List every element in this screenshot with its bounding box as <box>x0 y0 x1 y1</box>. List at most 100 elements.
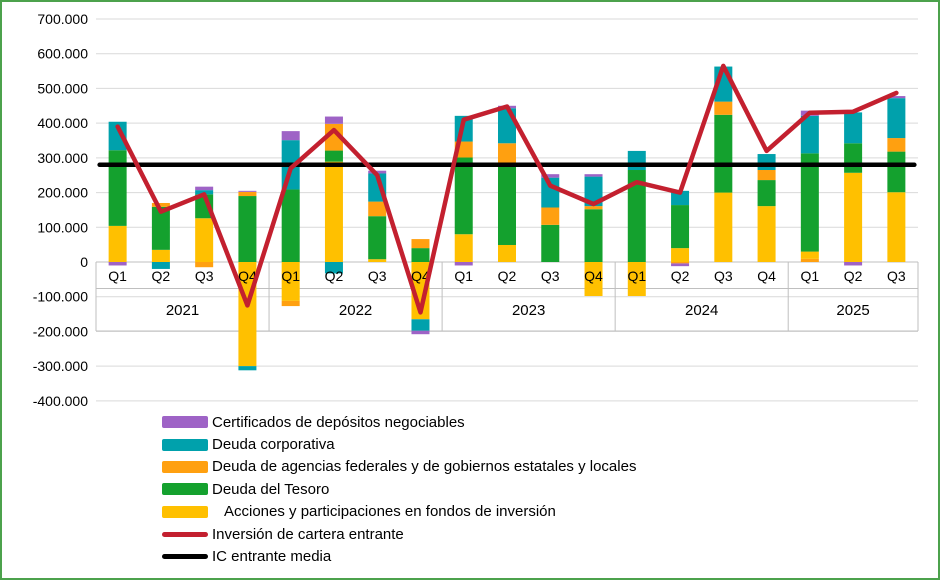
bar-segment-ac <box>324 161 343 262</box>
bar-segment-da <box>671 262 690 264</box>
bar-segment-dt <box>108 150 127 226</box>
bar-segment-ac <box>757 206 776 262</box>
bar-segment-dc <box>671 190 690 206</box>
x-axis-quarter-label: Q2 <box>671 268 690 284</box>
legend-item-dc: Deuda corporativa <box>162 433 636 455</box>
bar-segment-da <box>800 258 819 262</box>
bar-segment-ac <box>454 234 473 262</box>
bar-segment-da <box>887 138 906 152</box>
bar-segment-ac <box>844 172 863 262</box>
x-axis-quarter-label: Q3 <box>541 268 560 284</box>
bar-segment-ac <box>281 262 300 301</box>
legend-swatch-mean <box>162 554 208 560</box>
y-axis-tick-label: 300.000 <box>37 150 88 166</box>
bar-segment-dc <box>757 154 776 171</box>
x-axis-quarter-label: Q4 <box>411 268 430 284</box>
legend-label-ac: Acciones y participaciones en fondos de … <box>224 503 556 521</box>
y-axis-tick-label: -400.000 <box>33 393 88 409</box>
bar-segment-da <box>541 207 560 225</box>
bar-segment-dc <box>584 176 603 207</box>
bar-segment-ac <box>195 218 214 262</box>
legend-item-ac: Acciones y participaciones en fondos de … <box>162 501 636 523</box>
bar-segment-cd <box>411 330 430 335</box>
y-axis-tick-label: 500.000 <box>37 80 88 96</box>
bar-segment-cd <box>281 131 300 141</box>
x-axis-quarter-label: Q4 <box>584 268 603 284</box>
bar-segment-dt <box>714 114 733 193</box>
bar-segment-dt <box>541 224 560 262</box>
bar-segment-dc <box>238 366 257 371</box>
bar-segment-da <box>757 170 776 181</box>
x-axis-quarter-label: Q3 <box>714 268 733 284</box>
bar-segment-dt <box>800 153 819 252</box>
y-axis-tick-label: -300.000 <box>33 358 88 374</box>
bar-segment-ac <box>800 251 819 259</box>
x-axis-quarter-label: Q1 <box>281 268 300 284</box>
bar-segment-dt <box>151 206 170 250</box>
y-axis-tick-label: 400.000 <box>37 115 88 131</box>
legend-swatch-cd <box>162 416 208 429</box>
legend-label-dc: Deuda corporativa <box>212 436 335 454</box>
bar-segment-dc <box>151 262 170 269</box>
bar-segment-ac <box>627 262 646 297</box>
x-axis-quarter-label: Q4 <box>757 268 776 284</box>
x-axis-quarter-label: Q2 <box>498 268 517 284</box>
bar-segment-dt <box>324 150 343 162</box>
bar-segment-cd <box>541 174 560 178</box>
legend-swatch-dc <box>162 438 208 451</box>
bar-segment-dc <box>800 115 819 154</box>
bar-segment-cd <box>108 262 127 266</box>
bar-segment-dc <box>627 150 646 171</box>
bar-segment-dt <box>411 248 430 262</box>
bar-segment-da <box>324 123 343 151</box>
y-axis-tick-label: 0 <box>80 254 88 270</box>
bar-segment-da <box>151 202 170 207</box>
bar-segment-cd <box>584 174 603 177</box>
bar-segment-dt <box>498 166 516 245</box>
portfolio-investment-line <box>115 63 899 315</box>
bar-segment-dt <box>844 143 863 173</box>
bar-segment-cd <box>324 116 343 124</box>
x-axis-quarter-label: Q1 <box>108 268 127 284</box>
bar-segment-dt <box>584 209 603 262</box>
bar-segment-dc <box>108 121 127 151</box>
bar-segment-da <box>584 206 603 210</box>
legend-item-line: Inversión de cartera entrante <box>162 523 636 545</box>
bar-segment-cd <box>195 186 214 191</box>
bar-segment-dt <box>368 216 387 260</box>
bar-segment-ac <box>498 244 516 262</box>
x-axis-quarter-label: Q3 <box>195 268 214 284</box>
bar-segment-da <box>714 101 733 115</box>
x-axis-quarter-label: Q2 <box>325 268 344 284</box>
legend-label-line: Inversión de cartera entrante <box>212 525 404 543</box>
bar-segment-ac <box>368 259 387 262</box>
bar-segment-cd <box>844 262 863 266</box>
bar-segment-da <box>368 201 387 217</box>
x-axis-quarter-label: Q2 <box>844 268 863 284</box>
x-axis-year-label: 2025 <box>836 302 869 319</box>
legend-item-da: Deuda de agencias federales y de gobiern… <box>162 456 636 478</box>
bar-segment-dt <box>238 196 257 262</box>
bar-segment-ac <box>671 248 690 262</box>
x-axis-year-label: 2024 <box>685 302 718 319</box>
bar-segment-cd <box>671 263 690 267</box>
bar-segment-ac <box>887 192 906 262</box>
y-axis-tick-label: 200.000 <box>37 185 88 201</box>
legend-item-dt: Deuda del Tesoro <box>162 478 636 500</box>
bar-segment-da <box>238 191 257 197</box>
legend-item-cd: Certificados de depósitos negociables <box>162 411 636 433</box>
legend-swatch-dt <box>162 483 208 496</box>
bar-segment-ac <box>108 225 127 262</box>
bar-segment-ac <box>151 249 170 262</box>
bar-segment-dt <box>671 205 690 249</box>
y-axis-tick-label: 600.000 <box>37 46 88 62</box>
legend-label-dt: Deuda del Tesoro <box>212 480 330 498</box>
x-axis-year-label: 2022 <box>339 302 372 319</box>
legend-label-mean: IC entrante media <box>212 548 332 566</box>
x-axis-quarter-label: Q2 <box>152 268 171 284</box>
bar-segment-da <box>498 143 516 167</box>
x-axis-year-label: 2023 <box>512 302 545 319</box>
bar-segment-cd <box>454 262 473 266</box>
bar-segment-dt <box>887 151 906 193</box>
x-axis-quarter-label: Q1 <box>454 268 473 284</box>
